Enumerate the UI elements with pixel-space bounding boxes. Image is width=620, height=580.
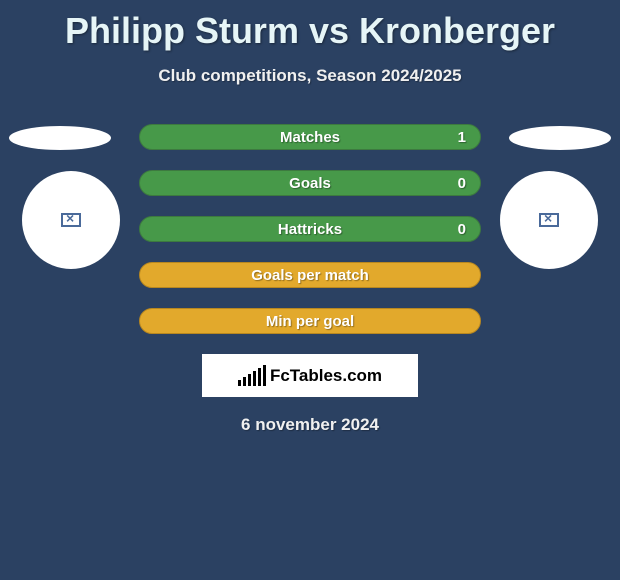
- stat-value: 0: [458, 175, 466, 192]
- stat-value: 1: [458, 129, 466, 146]
- stat-label: Hattricks: [278, 221, 342, 238]
- stats-container: Matches 1 Goals 0 Hattricks 0 Goals per match M…: [0, 124, 620, 334]
- stat-label: Min per goal: [266, 313, 354, 330]
- snapshot-date: 6 november 2024: [0, 415, 620, 435]
- stat-label: Matches: [280, 129, 340, 146]
- stat-bar: Goals per match: [139, 262, 481, 288]
- stat-value: 0: [458, 221, 466, 238]
- season-subtitle: Club competitions, Season 2024/2025: [0, 66, 620, 86]
- stat-label: Goals: [289, 175, 331, 192]
- stat-bar: Hattricks 0: [139, 216, 481, 242]
- stat-bar: Goals 0: [139, 170, 481, 196]
- page-title: Philipp Sturm vs Kronberger: [0, 0, 620, 52]
- stat-label: Goals per match: [251, 267, 369, 284]
- stat-row: Hattricks 0: [139, 216, 481, 242]
- brand-text: FcTables.com: [270, 366, 382, 386]
- stat-row: Min per goal: [139, 308, 481, 334]
- stat-row: Matches 1: [139, 124, 481, 150]
- stat-bar: Matches 1: [139, 124, 481, 150]
- stat-row: Goals 0: [139, 170, 481, 196]
- stat-bar: Min per goal: [139, 308, 481, 334]
- brand-bars-icon: [238, 366, 266, 386]
- stat-row: Goals per match: [139, 262, 481, 288]
- brand-box: FcTables.com: [202, 354, 418, 397]
